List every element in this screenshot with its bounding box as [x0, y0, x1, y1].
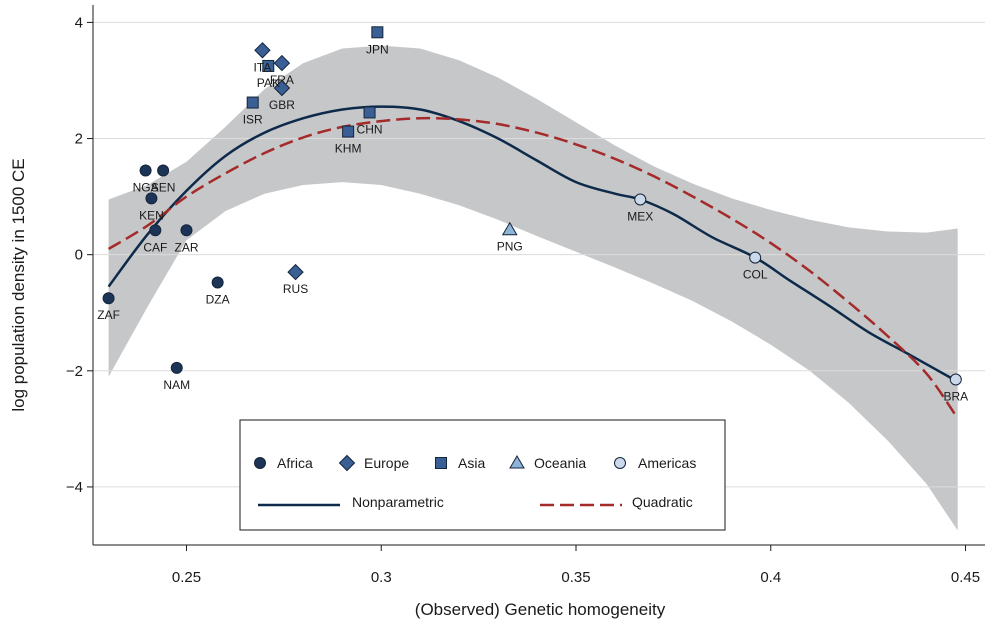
data-point-ita: [254, 42, 271, 59]
point-label-dza: DZA: [206, 293, 230, 307]
point-label-rus: RUS: [283, 282, 308, 296]
legend-label-americas: Americas: [638, 455, 696, 471]
point-label-col: COL: [743, 268, 768, 282]
point-label-isr: ISR: [243, 113, 263, 127]
legend-label-asia: Asia: [458, 455, 485, 471]
data-point-nam: [170, 361, 183, 374]
x-tick-label: 0.4: [760, 569, 781, 586]
point-label-zar: ZAR: [174, 240, 198, 254]
legend-label-quadratic: Quadratic: [632, 494, 693, 510]
x-tick-label: 0.35: [561, 569, 590, 586]
y-tick-label: 2: [75, 131, 83, 148]
data-point-chn: [363, 106, 376, 119]
x-tick-label: 0.45: [951, 569, 980, 586]
data-point-khm: [342, 125, 355, 138]
data-points: [102, 26, 962, 386]
legend-label-europe: Europe: [364, 455, 409, 471]
point-label-png: PNG: [497, 240, 523, 254]
data-point-nga: [139, 164, 152, 177]
data-point-zaf: [102, 292, 115, 305]
confidence-band: [108, 45, 958, 531]
legend-marker-asia: [435, 457, 447, 469]
data-point-dza: [211, 276, 224, 289]
data-point-gbr: [273, 79, 291, 97]
y-tick-label: −2: [66, 363, 83, 380]
point-label-khm: KHM: [335, 142, 362, 156]
legend-marker-europe: [338, 454, 356, 472]
y-tick-label: −4: [66, 479, 83, 496]
point-label-nga: NGA: [133, 180, 159, 194]
nonparametric-line: [107, 105, 955, 381]
axes: −4 −2 0 2 4 0.25 0.3 0.35 0.4 0.45: [66, 5, 985, 586]
confidence-band-layer: [108, 45, 958, 531]
data-point-zar: [180, 224, 193, 237]
data-point-png: [501, 221, 518, 236]
fit-lines: [107, 105, 959, 420]
legend-marker-africa: [254, 457, 266, 469]
legend-label-africa: Africa: [277, 455, 313, 471]
data-point-jpn: [371, 26, 384, 39]
point-label-caf: CAF: [143, 240, 167, 254]
y-axis-title: log population density in 1500 CE: [9, 158, 28, 411]
quadratic-line: [107, 116, 959, 420]
y-tick-label: 4: [75, 14, 83, 31]
legend-label-oceania: Oceania: [534, 455, 586, 471]
point-label-chn: CHN: [357, 122, 383, 136]
x-tick-label: 0.25: [172, 569, 201, 586]
legend-marker-americas: [614, 457, 626, 469]
data-point-fra: [273, 54, 291, 72]
data-point-caf: [149, 224, 162, 237]
gridlines: [93, 21, 985, 488]
data-point-rus: [287, 263, 304, 281]
data-point-ken: [145, 192, 158, 205]
data-point-isr: [246, 96, 259, 109]
y-tick-label: 0: [75, 247, 83, 264]
point-label-fra: FRA: [270, 73, 294, 87]
point-label-zaf: ZAF: [97, 308, 120, 322]
data-point-bra: [949, 373, 962, 386]
legend-label-nonparametric: Nonparametric: [352, 494, 444, 510]
point-label-nam: NAM: [163, 378, 190, 392]
point-label-pak: PAK: [257, 76, 280, 90]
x-tick-label: 0.3: [371, 569, 392, 586]
point-label-bra: BRA: [943, 390, 968, 404]
point-label-ken: KEN: [139, 208, 164, 222]
legend-marker-oceania: [509, 455, 525, 469]
data-point-pak: [262, 59, 275, 72]
point-label-sen: SEN: [151, 180, 176, 194]
legend: Africa Europe Asia Oceania Americas Nonparame…: [239, 419, 726, 531]
data-point-mex: [634, 193, 647, 206]
point-label-mex: MEX: [627, 210, 653, 224]
data-point-col: [749, 251, 762, 264]
point-label-jpn: JPN: [366, 42, 389, 56]
x-axis-title: (Observed) Genetic homogeneity: [415, 600, 666, 619]
point-label-ita: ITA: [254, 60, 272, 74]
legend-box: [239, 419, 726, 531]
data-point-sen: [157, 164, 170, 177]
point-label-gbr: GBR: [269, 98, 295, 112]
